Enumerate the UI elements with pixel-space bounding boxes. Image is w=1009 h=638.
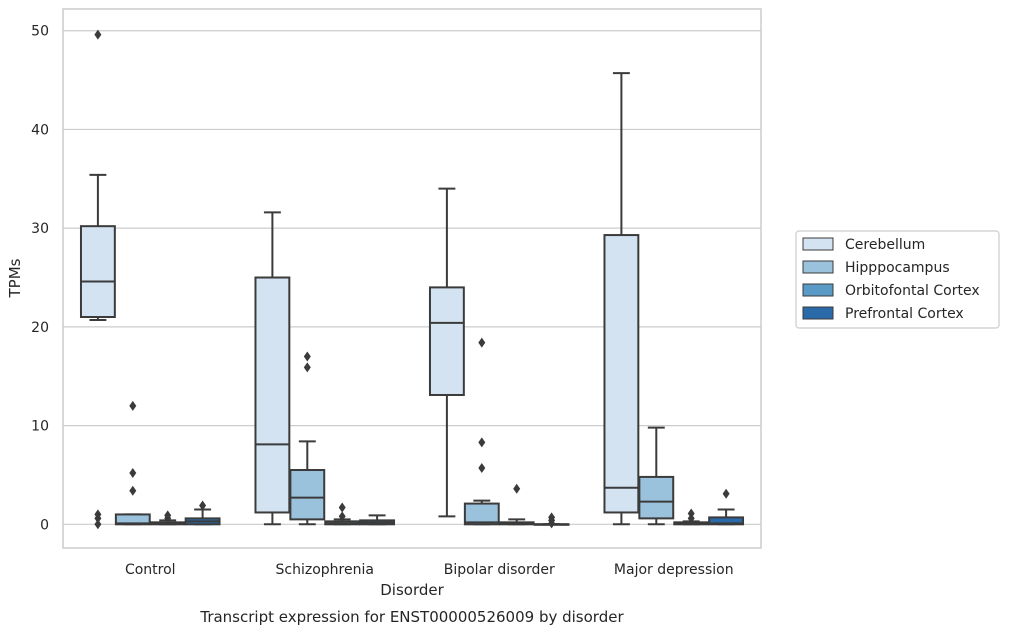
outlier-point <box>199 500 207 511</box>
legend: Cerebellum Hipppocampus Orbitofontal Corte… <box>795 230 1000 329</box>
box-iqr <box>79 225 116 318</box>
outlier-point <box>129 485 137 496</box>
box-1-1 <box>289 351 326 526</box>
outlier-point <box>164 513 172 524</box>
outlier-point <box>478 437 486 448</box>
legend-swatch <box>802 237 834 251</box>
x-tick-label: Bipolar disorder <box>444 562 555 578</box>
box-0-2 <box>149 510 186 526</box>
outlier-point <box>478 463 486 474</box>
y-tick-label: 50 <box>31 24 49 40</box>
legend-label: Orbitofontal Cortex <box>845 283 980 299</box>
box-1-0 <box>254 211 291 526</box>
x-axis-label: Disorder <box>380 581 444 599</box>
box-3-3 <box>708 488 745 526</box>
box-2-1 <box>463 337 500 526</box>
outlier-point <box>129 467 137 478</box>
outlier-point <box>548 518 556 529</box>
y-tick-label: 40 <box>31 122 49 138</box>
box-3-1 <box>638 426 675 526</box>
box-iqr <box>463 502 500 526</box>
y-tick-label: 20 <box>31 320 49 336</box>
box-3-2 <box>673 508 710 526</box>
outlier-point <box>338 511 346 522</box>
x-tick-label: Major depression <box>614 562 734 578</box>
x-tick-label: Control <box>125 562 176 578</box>
box-3-0 <box>603 72 640 526</box>
legend-item: Cerebellum <box>802 237 925 253</box>
box-2-0 <box>428 187 465 518</box>
box-0-0 <box>79 29 116 530</box>
legend-swatch <box>802 260 834 274</box>
x-tick-label: Schizophrenia <box>276 562 374 578</box>
plot-frame <box>62 8 762 549</box>
y-tick-label: 10 <box>31 419 49 435</box>
y-tick-label: 0 <box>40 517 49 533</box>
legend-item: Hipppocampus <box>802 260 950 276</box>
outlier-point <box>94 29 102 40</box>
box-iqr <box>603 234 640 514</box>
outlier-point <box>722 488 730 499</box>
box-2-2 <box>498 483 535 526</box>
chart-caption: Transcript expression for ENST0000052600… <box>199 608 624 626</box>
y-tick-labels: 0 10 20 30 40 50 <box>31 24 49 534</box>
outlier-point <box>687 513 695 524</box>
box-1-2 <box>324 502 361 526</box>
legend-swatch <box>802 306 834 320</box>
box-0-3 <box>184 500 221 526</box>
grid-layer <box>63 30 761 525</box>
box-iqr <box>289 469 326 521</box>
legend-frame <box>795 230 1000 329</box>
box-iqr <box>638 475 675 520</box>
y-axis-label: TPMs <box>6 258 24 298</box>
legend-label: Cerebellum <box>845 237 925 253</box>
box-layer <box>79 29 745 530</box>
x-tick-labels: Control Schizophrenia Bipolar disorder Majo… <box>125 562 734 578</box>
legend-label: Prefrontal Cortex <box>845 306 964 322</box>
box-0-1 <box>114 400 151 526</box>
outlier-point <box>513 483 521 494</box>
outlier-point <box>338 502 346 513</box>
outlier-point <box>94 519 102 530</box>
box-iqr <box>254 276 291 514</box>
legend-item: Orbitofontal Cortex <box>802 283 980 299</box>
box-iqr <box>428 286 465 396</box>
legend-label: Hipppocampus <box>845 260 950 276</box>
legend-swatch <box>802 283 834 297</box>
y-tick-label: 30 <box>31 221 49 237</box>
outlier-point <box>303 351 311 362</box>
outlier-point <box>478 337 486 348</box>
box-1-3 <box>359 514 396 526</box>
legend-item: Prefrontal Cortex <box>802 306 964 322</box>
box-2-3 <box>533 512 570 529</box>
outlier-point <box>129 400 137 411</box>
outlier-point <box>303 362 311 373</box>
outlier-point <box>94 513 102 524</box>
